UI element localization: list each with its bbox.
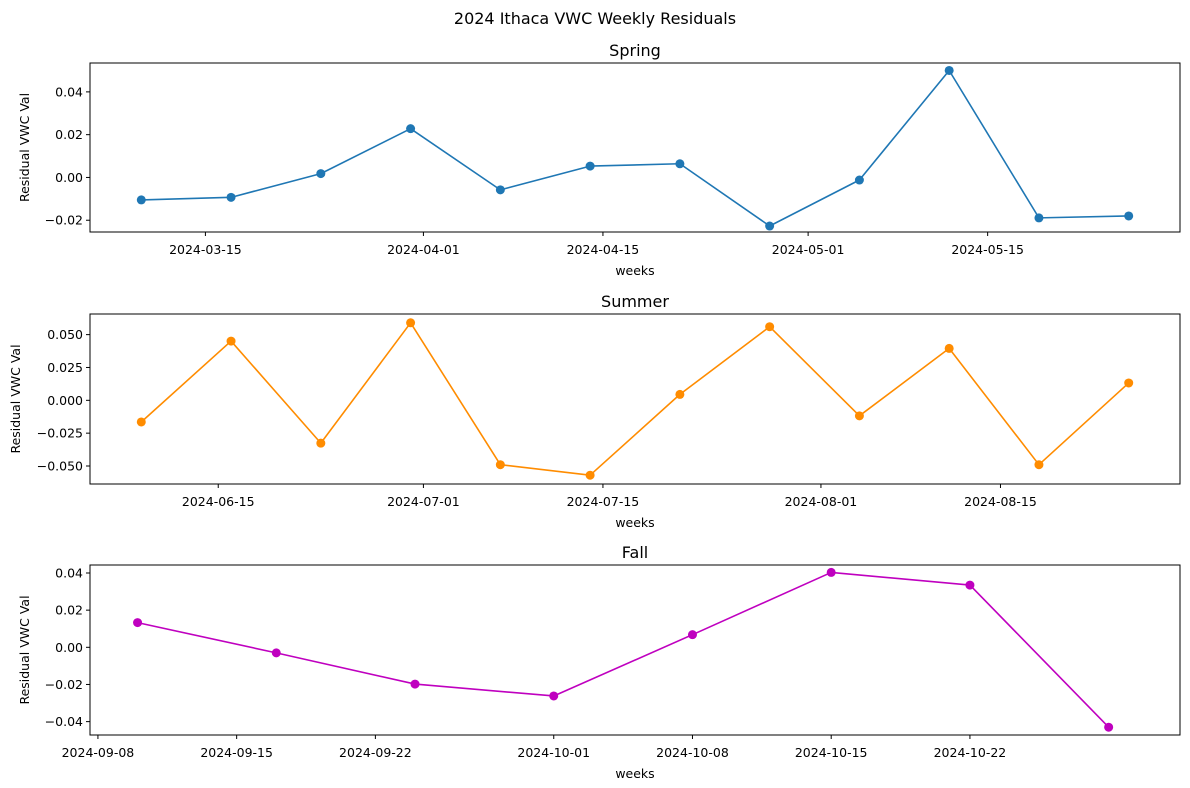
y-tick-label: 0.04: [55, 84, 83, 99]
y-axis-label: Residual VWC Val: [8, 344, 23, 453]
y-tick-label: 0.00: [55, 640, 83, 655]
x-tick-label: 2024-07-15: [567, 494, 640, 509]
x-tick-label: 2024-10-08: [656, 745, 729, 760]
y-tick-label: 0.00: [55, 170, 83, 185]
x-tick-label: 2024-09-08: [62, 745, 135, 760]
data-point: [226, 192, 236, 202]
x-tick-label: 2024-04-01: [387, 242, 460, 257]
data-point: [1124, 378, 1134, 388]
x-tick-label: 2024-10-15: [795, 745, 868, 760]
panel-title: Spring: [609, 41, 661, 60]
data-point: [944, 65, 954, 75]
data-point: [495, 460, 505, 470]
x-tick-label: 2024-06-15: [182, 494, 255, 509]
data-point: [944, 343, 954, 353]
data-point: [1124, 211, 1134, 221]
y-tick-label: 0.050: [47, 327, 83, 342]
data-point: [495, 185, 505, 195]
x-tick-label: 2024-03-15: [169, 242, 242, 257]
data-point: [675, 159, 685, 169]
y-tick-label: 0.02: [55, 127, 83, 142]
x-axis-label: weeks: [615, 263, 654, 278]
series-line-summer: [140, 321, 1130, 477]
x-axis-label: weeks: [615, 515, 654, 530]
data-point: [826, 567, 836, 577]
x-axis-label: weeks: [615, 766, 654, 781]
data-point: [1034, 460, 1044, 470]
axes-frame: [89, 62, 1181, 233]
y-tick-label: −0.050: [37, 459, 83, 474]
y-axis-label: Residual VWC Val: [17, 595, 32, 704]
series-line-fall: [137, 571, 1110, 728]
panel-title: Summer: [601, 292, 669, 311]
data-point: [854, 411, 864, 421]
x-tick-label: 2024-07-01: [387, 494, 460, 509]
data-point: [585, 470, 595, 480]
y-tick-label: 0.000: [47, 393, 83, 408]
y-tick-label: −0.025: [37, 426, 83, 441]
data-point: [675, 389, 685, 399]
panel-fall: Fall −0.04 −0.02 0.00 0.02 0.04 2024-09-08 2024…: [17, 543, 1181, 781]
data-point: [1034, 213, 1044, 223]
data-point: [585, 161, 595, 171]
data-point: [765, 221, 775, 231]
data-point: [765, 322, 775, 332]
figure-title: 2024 Ithaca VWC Weekly Residuals: [454, 9, 736, 28]
data-point: [410, 679, 420, 689]
data-point: [854, 175, 864, 185]
x-tick-label: 2024-08-15: [964, 494, 1037, 509]
data-point: [136, 417, 146, 427]
data-point: [136, 195, 146, 205]
data-point: [965, 580, 975, 590]
data-point: [406, 124, 416, 134]
x-tick-label: 2024-04-15: [567, 242, 640, 257]
y-tick-label: 0.02: [55, 603, 83, 618]
x-tick-label: 2024-05-15: [951, 242, 1024, 257]
panel-summer: Summer −0.050 −0.025 0.000 0.025 0.050 2024-06…: [8, 292, 1181, 530]
data-point: [549, 691, 559, 701]
axes-frame: [89, 564, 1181, 736]
x-tick-label: 2024-10-22: [934, 745, 1007, 760]
series-line-spring: [141, 69, 1129, 227]
data-point: [271, 648, 281, 658]
y-tick-label: −0.04: [45, 714, 83, 729]
data-point: [316, 169, 326, 179]
data-point: [1104, 722, 1114, 732]
y-tick-label: 0.04: [55, 565, 83, 580]
data-point: [406, 318, 416, 328]
y-tick-label: −0.02: [45, 213, 83, 228]
panel-title: Fall: [622, 543, 648, 562]
x-tick-label: 2024-05-01: [772, 242, 845, 257]
y-tick-label: −0.02: [45, 677, 83, 692]
y-axis-label: Residual VWC Val: [17, 93, 32, 202]
data-point: [133, 618, 143, 628]
panels: Spring −0.02 0.00 0.02 0.04 2024-03-15 2024-04…: [8, 41, 1181, 781]
panel-spring: Spring −0.02 0.00 0.02 0.04 2024-03-15 2024-04…: [17, 41, 1181, 278]
data-point: [316, 438, 326, 448]
x-tick-label: 2024-09-22: [339, 745, 412, 760]
x-tick-label: 2024-10-01: [517, 745, 590, 760]
x-tick-label: 2024-08-01: [785, 494, 858, 509]
data-point: [226, 336, 236, 346]
data-point: [687, 630, 697, 640]
y-tick-label: 0.025: [47, 360, 83, 375]
x-tick-label: 2024-09-15: [200, 745, 273, 760]
axes-frame: [89, 313, 1181, 485]
